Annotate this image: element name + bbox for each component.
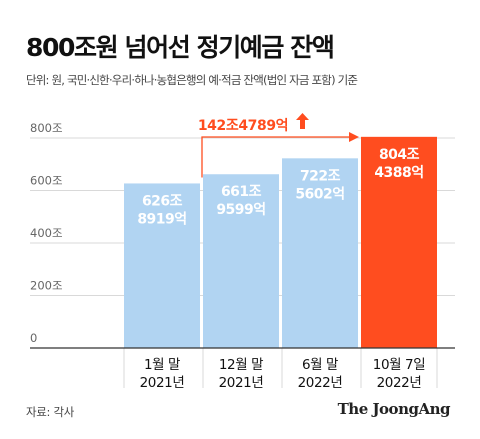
- brand-logo: The JoongAng: [337, 400, 451, 418]
- data-label: 4388억: [374, 165, 423, 181]
- y-tick-label: 400조: [30, 226, 63, 240]
- x-tick-label: 10월 7일: [373, 357, 426, 373]
- y-tick-label: 0: [30, 331, 37, 345]
- up-arrow-icon: [296, 113, 309, 129]
- x-tick-label: 2021년: [140, 375, 185, 391]
- bar: [361, 136, 437, 348]
- x-tick-label: 2022년: [298, 375, 343, 391]
- y-tick-label: 800조: [30, 121, 63, 135]
- data-label: 9599억: [216, 202, 265, 218]
- x-tick-label: 12월 말: [219, 357, 263, 373]
- x-tick-label: 2022년: [377, 375, 422, 391]
- x-tick-label: 6월 말: [302, 357, 338, 373]
- data-label: 626조: [142, 193, 183, 209]
- x-tick-label: 2021년: [219, 375, 264, 391]
- source-note: 자료: 각사: [26, 405, 75, 419]
- y-tick-label: 600조: [30, 174, 63, 188]
- data-label: 722조: [300, 168, 341, 184]
- annotation-arrowhead: [349, 132, 359, 142]
- bar: [203, 174, 279, 348]
- chart-title: 800조원 넘어선 정기예금 잔액: [26, 33, 335, 62]
- y-tick-label: 200조: [30, 279, 63, 293]
- bar: [124, 183, 200, 348]
- data-label: 661조: [221, 184, 262, 200]
- x-tick-label: 1월 말: [144, 357, 180, 373]
- data-label: 5602억: [295, 186, 344, 202]
- annotation-label: 142조4789억: [198, 118, 288, 134]
- data-label: 804조: [379, 147, 420, 163]
- bar: [282, 158, 358, 348]
- data-label: 8919억: [137, 211, 186, 227]
- annotation-bracket: [201, 136, 355, 178]
- chart-subtitle: 단위: 원, 국민·신한·우리·하나·농협은행의 예·적금 잔액(법인 자금 포…: [26, 73, 358, 87]
